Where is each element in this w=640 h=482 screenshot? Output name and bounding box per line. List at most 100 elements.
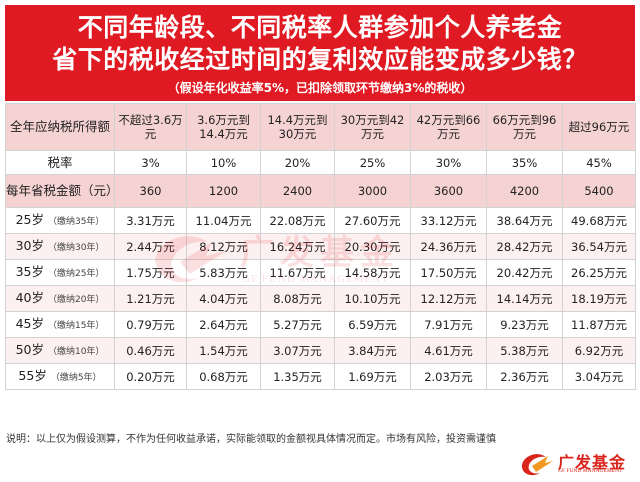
- age-label-cell: 50岁 （缴纳10年）: [5, 337, 115, 364]
- value-cell: 3.07万元: [260, 337, 335, 364]
- age-label-cell: 40岁 （缴纳20年）: [5, 285, 115, 312]
- tax-rate-cell: 3%: [114, 150, 187, 175]
- age-label: 35岁: [15, 263, 44, 279]
- tax-rate-label: 税率: [5, 150, 115, 175]
- age-row: 35岁 （缴纳25年） 1.75万元 5.83万元 11.67万元 14.58万元 17.5…: [5, 259, 636, 286]
- value-cell: 3.84万元: [334, 337, 411, 364]
- age-row: 45岁 （缴纳15年） 0.79万元 2.64万元 5.27万元 6.59万元 7.91万元…: [5, 311, 636, 338]
- annual-savings-cell: 2400: [260, 174, 335, 208]
- value-cell: 33.12万元: [410, 207, 487, 234]
- value-cell: 1.21万元: [114, 285, 187, 312]
- value-cell: 12.12万元: [410, 285, 487, 312]
- contribution-years: （缴纳30年）: [47, 242, 105, 253]
- value-cell: 4.61万元: [410, 337, 487, 364]
- annual-savings-label: 每年省税金额（元）: [5, 174, 115, 208]
- tax-rate-row: 税率 3% 10% 20% 25% 30% 35% 45%: [5, 150, 636, 175]
- header-bracket: 66万元到96万元: [486, 103, 563, 151]
- age-row: 55岁 （缴纳5年） 0.20万元 0.68万元 1.35万元 1.69万元 2.03万元 2…: [5, 363, 636, 390]
- value-cell: 5.38万元: [486, 337, 563, 364]
- value-cell: 24.36万元: [410, 233, 487, 260]
- age-row: 25岁 （缴纳35年） 3.31万元 11.04万元 22.08万元 27.60万元 33.…: [5, 207, 636, 234]
- value-cell: 8.12万元: [186, 233, 261, 260]
- header-bracket: 14.4万元到30万元: [260, 103, 335, 151]
- annual-savings-cell: 1200: [186, 174, 261, 208]
- annual-savings-cell: 5400: [562, 174, 636, 208]
- value-cell: 28.42万元: [486, 233, 563, 260]
- tax-savings-table: 全年应纳税所得额 不超过3.6万元 3.6万元到14.4万元 14.4万元到30万元 3…: [5, 103, 636, 390]
- age-label: 25岁: [15, 211, 44, 227]
- value-cell: 1.54万元: [186, 337, 261, 364]
- value-cell: 26.25万元: [562, 259, 636, 286]
- header-bracket: 超过96万元: [562, 103, 636, 151]
- title-line-1: 不同年龄段、不同税率人群参加个人养老金: [77, 13, 563, 42]
- disclaimer-footnote: 说明：以上仅为假设测算，不作为任何收益承诺，实际能领取的金额视具体情况而定。市场…: [6, 434, 496, 445]
- value-cell: 11.04万元: [186, 207, 261, 234]
- annual-savings-cell: 3600: [410, 174, 487, 208]
- value-cell: 20.30万元: [334, 233, 411, 260]
- annual-savings-cell: 4200: [486, 174, 563, 208]
- contribution-years: （缴纳5年）: [50, 372, 102, 383]
- header-row: 全年应纳税所得额 不超过3.6万元 3.6万元到14.4万元 14.4万元到30万元 3…: [5, 103, 636, 151]
- age-label: 50岁: [15, 341, 44, 357]
- age-label-cell: 35岁 （缴纳25年）: [5, 259, 115, 286]
- value-cell: 22.08万元: [260, 207, 335, 234]
- logo-name: 广发基金: [558, 453, 627, 472]
- annual-savings-cell: 360: [114, 174, 187, 208]
- value-cell: 8.08万元: [260, 285, 335, 312]
- tax-rate-cell: 45%: [562, 150, 636, 175]
- header-bracket: 30万元到42万元: [334, 103, 411, 151]
- contribution-years: （缴纳25年）: [47, 268, 105, 279]
- header-bracket: 不超过3.6万元: [114, 103, 187, 151]
- value-cell: 0.20万元: [114, 363, 187, 390]
- value-cell: 4.04万元: [186, 285, 261, 312]
- value-cell: 0.79万元: [114, 311, 187, 338]
- annual-savings-row: 每年省税金额（元） 360 1200 2400 3000 3600 4200 5400: [5, 174, 636, 208]
- tax-rate-cell: 35%: [486, 150, 563, 175]
- value-cell: 6.59万元: [334, 311, 411, 338]
- contribution-years: （缴纳35年）: [47, 216, 105, 227]
- contribution-years: （缴纳15年）: [47, 320, 105, 331]
- value-cell: 1.75万元: [114, 259, 187, 286]
- tax-rate-cell: 30%: [410, 150, 487, 175]
- company-logo: 广发基金 GF FUND MANAGEMENT: [520, 449, 635, 479]
- value-cell: 0.68万元: [186, 363, 261, 390]
- value-cell: 2.03万元: [410, 363, 487, 390]
- age-row: 50岁 （缴纳10年） 0.46万元 1.54万元 3.07万元 3.84万元 4.61万元…: [5, 337, 636, 364]
- value-cell: 14.14万元: [486, 285, 563, 312]
- value-cell: 2.44万元: [114, 233, 187, 260]
- age-label-cell: 45岁 （缴纳15年）: [5, 311, 115, 338]
- age-label: 45岁: [15, 315, 44, 331]
- value-cell: 9.23万元: [486, 311, 563, 338]
- value-cell: 1.69万元: [334, 363, 411, 390]
- value-cell: 49.68万元: [562, 207, 636, 234]
- tax-rate-cell: 10%: [186, 150, 261, 175]
- age-row: 30岁 （缴纳30年） 2.44万元 8.12万元 16.24万元 20.30万元 24.3…: [5, 233, 636, 260]
- value-cell: 3.04万元: [562, 363, 636, 390]
- value-cell: 0.46万元: [114, 337, 187, 364]
- age-label-cell: 30岁 （缴纳30年）: [5, 233, 115, 260]
- header-bracket: 42万元到66万元: [410, 103, 487, 151]
- assumption-note: （假设年化收益率5%，已扣除领取环节缴纳3%的税收）: [167, 81, 473, 95]
- value-cell: 1.35万元: [260, 363, 335, 390]
- value-cell: 14.58万元: [334, 259, 411, 286]
- logo-english: GF FUND MANAGEMENT: [558, 468, 623, 474]
- value-cell: 27.60万元: [334, 207, 411, 234]
- value-cell: 3.31万元: [114, 207, 187, 234]
- tax-rate-cell: 25%: [334, 150, 411, 175]
- age-label-cell: 55岁 （缴纳5年）: [5, 363, 115, 390]
- header-bracket: 3.6万元到14.4万元: [186, 103, 261, 151]
- value-cell: 2.36万元: [486, 363, 563, 390]
- value-cell: 5.83万元: [186, 259, 261, 286]
- value-cell: 7.91万元: [410, 311, 487, 338]
- value-cell: 36.54万元: [562, 233, 636, 260]
- title-banner: 不同年龄段、不同税率人群参加个人养老金 省下的税收经过时间的复利效应能变成多少钱…: [5, 5, 635, 101]
- title-line-2: 省下的税收经过时间的复利效应能变成多少钱？: [52, 45, 588, 74]
- value-cell: 18.19万元: [562, 285, 636, 312]
- value-cell: 2.64万元: [186, 311, 261, 338]
- contribution-years: （缴纳20年）: [47, 294, 105, 305]
- tax-rate-cell: 20%: [260, 150, 335, 175]
- gf-logo-icon: [521, 454, 553, 476]
- value-cell: 20.42万元: [486, 259, 563, 286]
- annual-savings-cell: 3000: [334, 174, 411, 208]
- value-cell: 16.24万元: [260, 233, 335, 260]
